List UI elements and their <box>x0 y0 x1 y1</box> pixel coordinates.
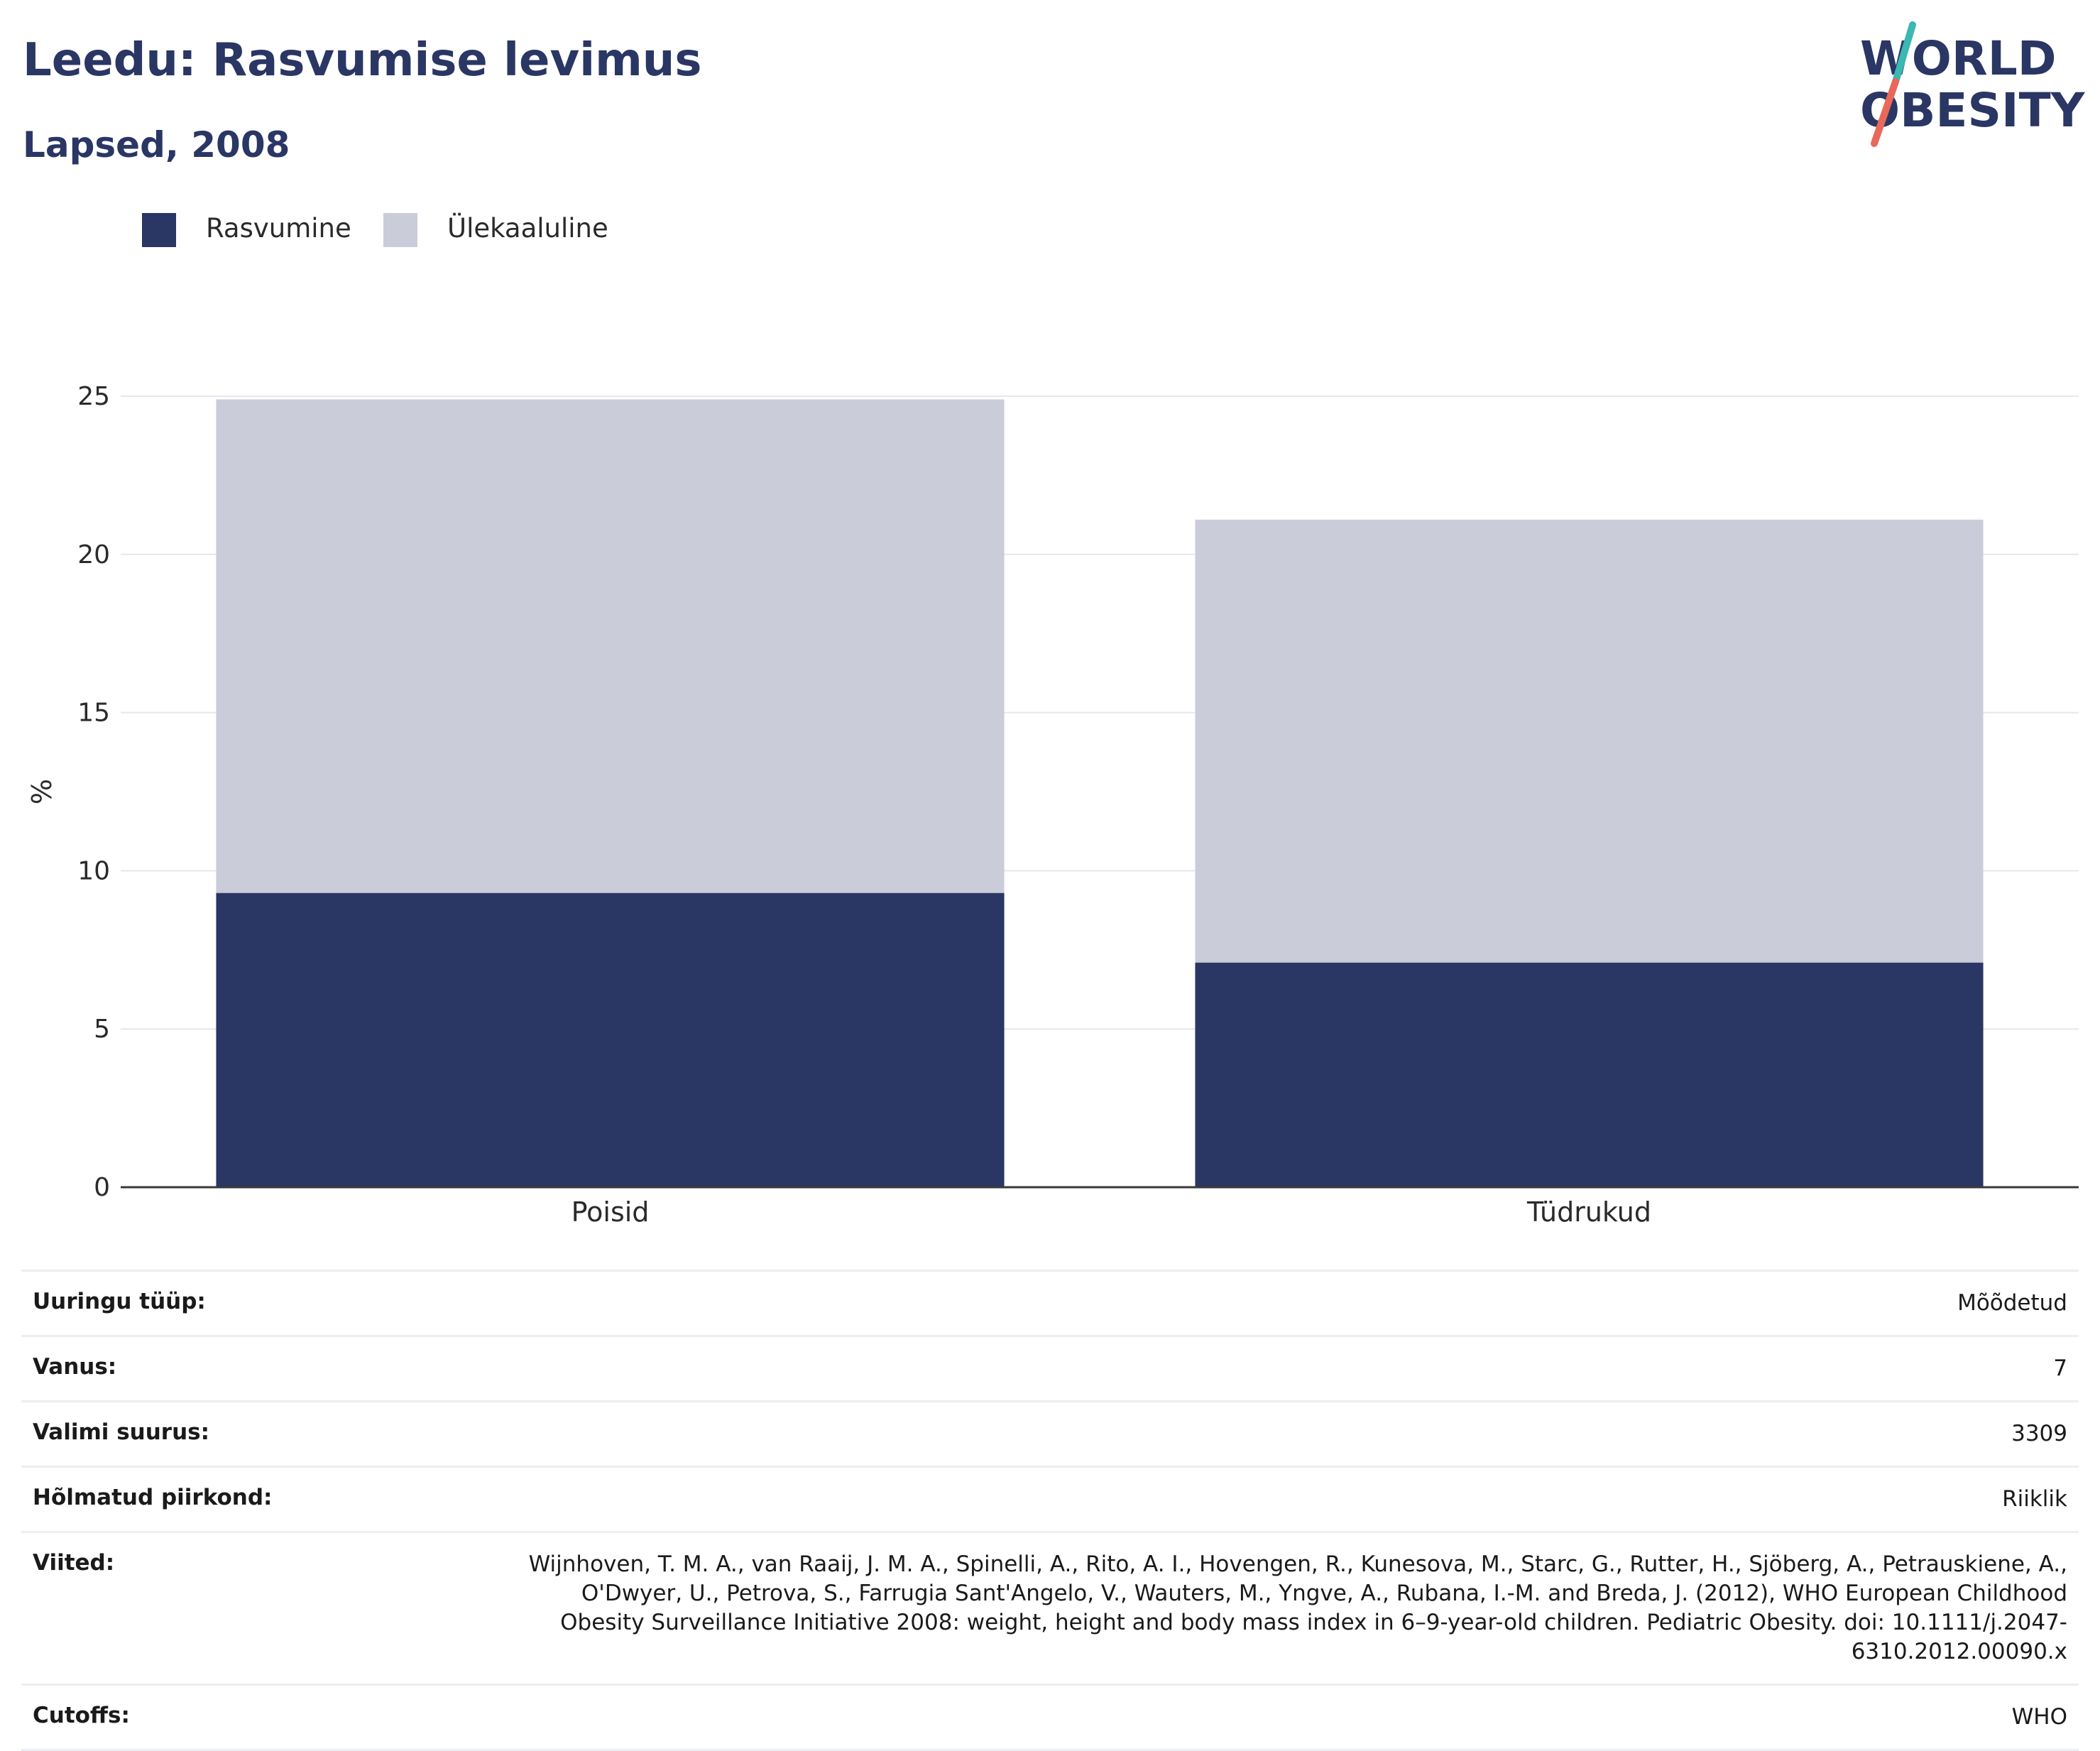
stacked-bar-chart: 0 5 10 15 20 25% Poisid Tüdrukud <box>26 382 2079 1228</box>
page-title: Leedu: Rasvumise levimus <box>23 34 702 87</box>
logo-accent-coral <box>1871 78 1899 147</box>
bar-poisid-obesity <box>216 893 1005 1187</box>
y-tick-label: 15 <box>77 699 110 728</box>
page-subtitle: Lapsed, 2008 <box>23 124 290 165</box>
details-row: Vanus: 7 <box>21 1335 2079 1400</box>
details-row: Valimi suurus: 3309 <box>21 1400 2079 1466</box>
details-value: WHO <box>2011 1704 2067 1730</box>
world-obesity-logo: WORLD OBESITY <box>1860 21 2086 147</box>
legend-label-overweight: Ülekaaluline <box>447 213 608 244</box>
survey-details-table: Uuringu tüüp: Mõõdetud Vanus: 7 Valimi suuru… <box>21 1270 2079 1751</box>
y-tick-label: 0 <box>94 1173 110 1202</box>
y-tick-label: 10 <box>77 856 110 885</box>
details-row: Uuringu tüüp: Mõõdetud <box>21 1270 2079 1335</box>
details-key: Cutoffs: <box>33 1703 130 1728</box>
details-key: Hõlmatud piirkond: <box>33 1485 273 1510</box>
legend-swatch-overweight <box>383 213 417 247</box>
x-tick-label: Tüdrukud <box>1526 1196 1651 1228</box>
details-row: Cutoffs: WHO <box>21 1684 2079 1751</box>
details-row: Viited: Wijnhoven, T. M. A., van Raaij, J… <box>21 1531 2079 1684</box>
logo-line-2: OBESITY <box>1860 83 2086 138</box>
y-tick-label: 25 <box>77 382 110 411</box>
logo-line-1: WORLD <box>1860 31 2057 86</box>
legend-label-obesity: Rasvumine <box>206 213 351 244</box>
details-key: Vanus: <box>33 1354 117 1380</box>
details-value: Riiklik <box>2002 1486 2067 1512</box>
bar-tüdrukud-overweight <box>1195 519 1984 963</box>
y-axis-label: % <box>26 779 58 804</box>
bar-tüdrukud-obesity <box>1195 962 1984 1187</box>
details-key: Viited: <box>33 1550 115 1576</box>
y-tick-label: 20 <box>77 540 110 569</box>
bar-poisid-overweight <box>216 399 1005 893</box>
details-value: 7 <box>2053 1355 2067 1381</box>
x-tick-label: Poisid <box>572 1196 650 1228</box>
details-value: Wijnhoven, T. M. A., van Raaij, J. M. A.… <box>528 1551 2067 1664</box>
logo-accent-teal <box>1892 21 1916 85</box>
legend-swatch-obesity <box>142 213 176 247</box>
y-tick-label: 5 <box>94 1015 110 1044</box>
details-key: Uuringu tüüp: <box>33 1289 206 1314</box>
details-value: Mõõdetud <box>1957 1290 2067 1316</box>
details-row: Hõlmatud piirkond: Riiklik <box>21 1466 2079 1531</box>
details-key: Valimi suurus: <box>33 1419 209 1445</box>
details-value: 3309 <box>2011 1421 2067 1446</box>
